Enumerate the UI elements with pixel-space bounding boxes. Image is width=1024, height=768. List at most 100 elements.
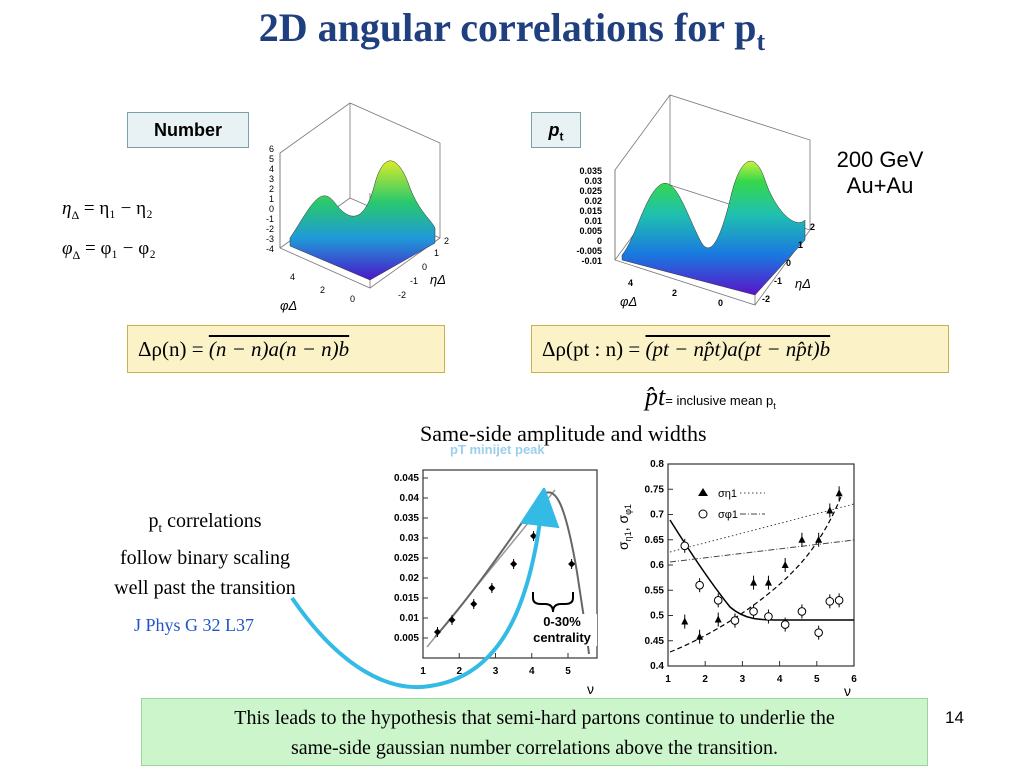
eta-definition: ηΔ = η₁ − η₂ — [62, 192, 242, 232]
chart2-circle-point — [814, 628, 823, 637]
z-tick: 0.005 — [579, 226, 602, 236]
ylabel-sep: , σ — [615, 515, 631, 532]
eta-rhs: = η₁ − η₂ — [79, 198, 153, 219]
section-heading: Same-side amplitude and widths — [420, 421, 707, 446]
chart2-ytick-label: 0.6 — [650, 560, 664, 571]
z-tick: 0.02 — [584, 196, 602, 206]
chart2-xtick-label: 1 — [665, 674, 671, 685]
centrality-brace — [532, 592, 574, 613]
z-tick: -4 — [266, 244, 274, 254]
eta-symbol: η — [62, 198, 72, 219]
slide-title-main: 2D angular correlations for p — [258, 5, 757, 50]
chart2-ytick-label: 0.65 — [645, 535, 665, 546]
pt-label-main: p — [548, 120, 560, 140]
eta-tick: -2 — [762, 294, 770, 304]
ylabel-main: σ — [615, 541, 631, 550]
chart2-circle-point — [730, 616, 740, 625]
chart2-circle-point — [680, 541, 690, 551]
chart2-triangle-point — [798, 535, 806, 543]
z-tick: -3 — [266, 234, 274, 244]
chart2-xtick-label: 6 — [851, 674, 857, 685]
phi-tick: 2 — [672, 288, 677, 298]
phi-tick: 0 — [350, 294, 355, 304]
chart2-circle-point — [797, 607, 807, 616]
chart2-xlabel: ν — [844, 683, 851, 699]
minijet-peak-label: pT minijet peak — [450, 442, 545, 457]
chart2-circle-point — [764, 612, 773, 621]
z-tick: -1 — [266, 214, 274, 224]
legend-eta-label: ση1 — [718, 488, 737, 500]
energy-label: 200 GeV Au+Au — [825, 147, 935, 199]
pt-surface-plot: 0.035 0.03 0.025 0.02 0.015 0.01 0.005 0… — [576, 94, 815, 309]
curved-arrow — [290, 488, 560, 690]
chart1-point — [488, 584, 496, 592]
eta-width-curve — [669, 493, 843, 653]
chart2-circle-point — [825, 597, 835, 606]
number-eq-equals: = — [186, 337, 209, 361]
pt-correlations-line3: well past the transition — [114, 577, 296, 599]
pt-phi-ticks: 4 2 0 — [628, 278, 723, 308]
pt-rest: correlations — [162, 510, 262, 532]
arrow-overlay — [290, 488, 560, 690]
chart1-point — [470, 600, 478, 608]
chart2-triangle-point — [696, 632, 704, 640]
pt-correlations-text: pt correlations follow binary scaling we… — [70, 506, 340, 603]
chart2-triangle-point — [714, 615, 722, 623]
chart2-ytick-label: 0.4 — [650, 661, 664, 672]
pt-sub: t — [158, 520, 163, 535]
chart2-xtick-label: 5 — [814, 674, 820, 685]
pt-correlations-line2: follow binary scaling — [120, 547, 290, 569]
z-tick: 0 — [269, 204, 274, 214]
chart2-circle-point — [713, 596, 723, 605]
centrality-line1: 0-30% — [543, 614, 581, 629]
chart1-point — [434, 628, 441, 636]
eta-tick: 2 — [810, 222, 815, 232]
mean-pt-symbol: p̂t — [645, 382, 666, 411]
legend-triangle-marker — [698, 488, 708, 496]
eta-sub: Δ — [71, 207, 80, 222]
chart2-ylabel: ση1, σφ1 — [615, 504, 633, 550]
z-tick: 3 — [269, 174, 274, 184]
eta-tick: 0 — [786, 258, 791, 268]
legend-circle-marker — [698, 509, 708, 519]
mean-pt-definition: p̂t= inclusive mean pt — [645, 382, 776, 412]
hypothesis-note: This leads to the hypothesis that semi-h… — [141, 698, 928, 766]
chart1-ytick-label: 0.02 — [400, 573, 420, 584]
chart2-frame — [667, 463, 855, 667]
chart2-triangle-point — [681, 617, 689, 625]
pt-eq-equals: = — [623, 337, 646, 361]
pt-main: p — [148, 510, 159, 532]
chart2-xtick-label: 3 — [740, 674, 746, 685]
eta-tick: -1 — [410, 276, 418, 286]
chart2-ytick-label: 0.45 — [645, 636, 665, 647]
z-tick: 0.03 — [584, 176, 602, 186]
z-tick: 0 — [597, 236, 602, 246]
chart1-xtick-label: 4 — [529, 666, 535, 677]
chart1-ytick-label: 0.025 — [394, 553, 419, 564]
note-line2: same-side gaussian number correlations a… — [290, 737, 779, 759]
z-tick: -0.005 — [576, 246, 602, 256]
phi-rhs: = φ₁ − φ₂ — [80, 237, 156, 259]
z-tick: 0.01 — [584, 216, 602, 226]
legend-phi-label: σφ1 — [718, 509, 738, 521]
pt-surface — [621, 160, 806, 296]
chart2-circle-point — [834, 596, 844, 605]
ylabel-sub1: η1 — [623, 531, 633, 541]
pt-eta-ticks: -2 -1 0 1 2 — [762, 222, 815, 304]
chart1-point — [510, 560, 518, 568]
chart2-ytick-label: 0.55 — [645, 585, 665, 596]
slide-title-sub: t — [756, 27, 766, 56]
pt-z-ticks: 0.035 0.03 0.025 0.02 0.015 0.01 0.005 0… — [576, 166, 602, 266]
page-number: 14 — [945, 708, 964, 727]
pt-correlation-equation: Δρ(pt : n) = (pt − np̂t)a(pt − np̂t)b — [531, 325, 949, 373]
number-label: Number — [153, 120, 222, 140]
chart1-ytick-label: 0.045 — [394, 473, 419, 484]
chart2-xtick-label: 4 — [777, 674, 783, 685]
pt-correlations-line1: pt correlations — [70, 506, 340, 543]
phi-width-curve — [669, 519, 854, 621]
chart2-triangle-point — [750, 578, 758, 586]
chart2-ytick-label: 0.5 — [650, 611, 664, 622]
number-eta-axis-label: ηΔ — [430, 272, 446, 287]
z-tick: 2 — [269, 184, 274, 194]
centrality-label: 0-30% centrality — [527, 614, 597, 646]
